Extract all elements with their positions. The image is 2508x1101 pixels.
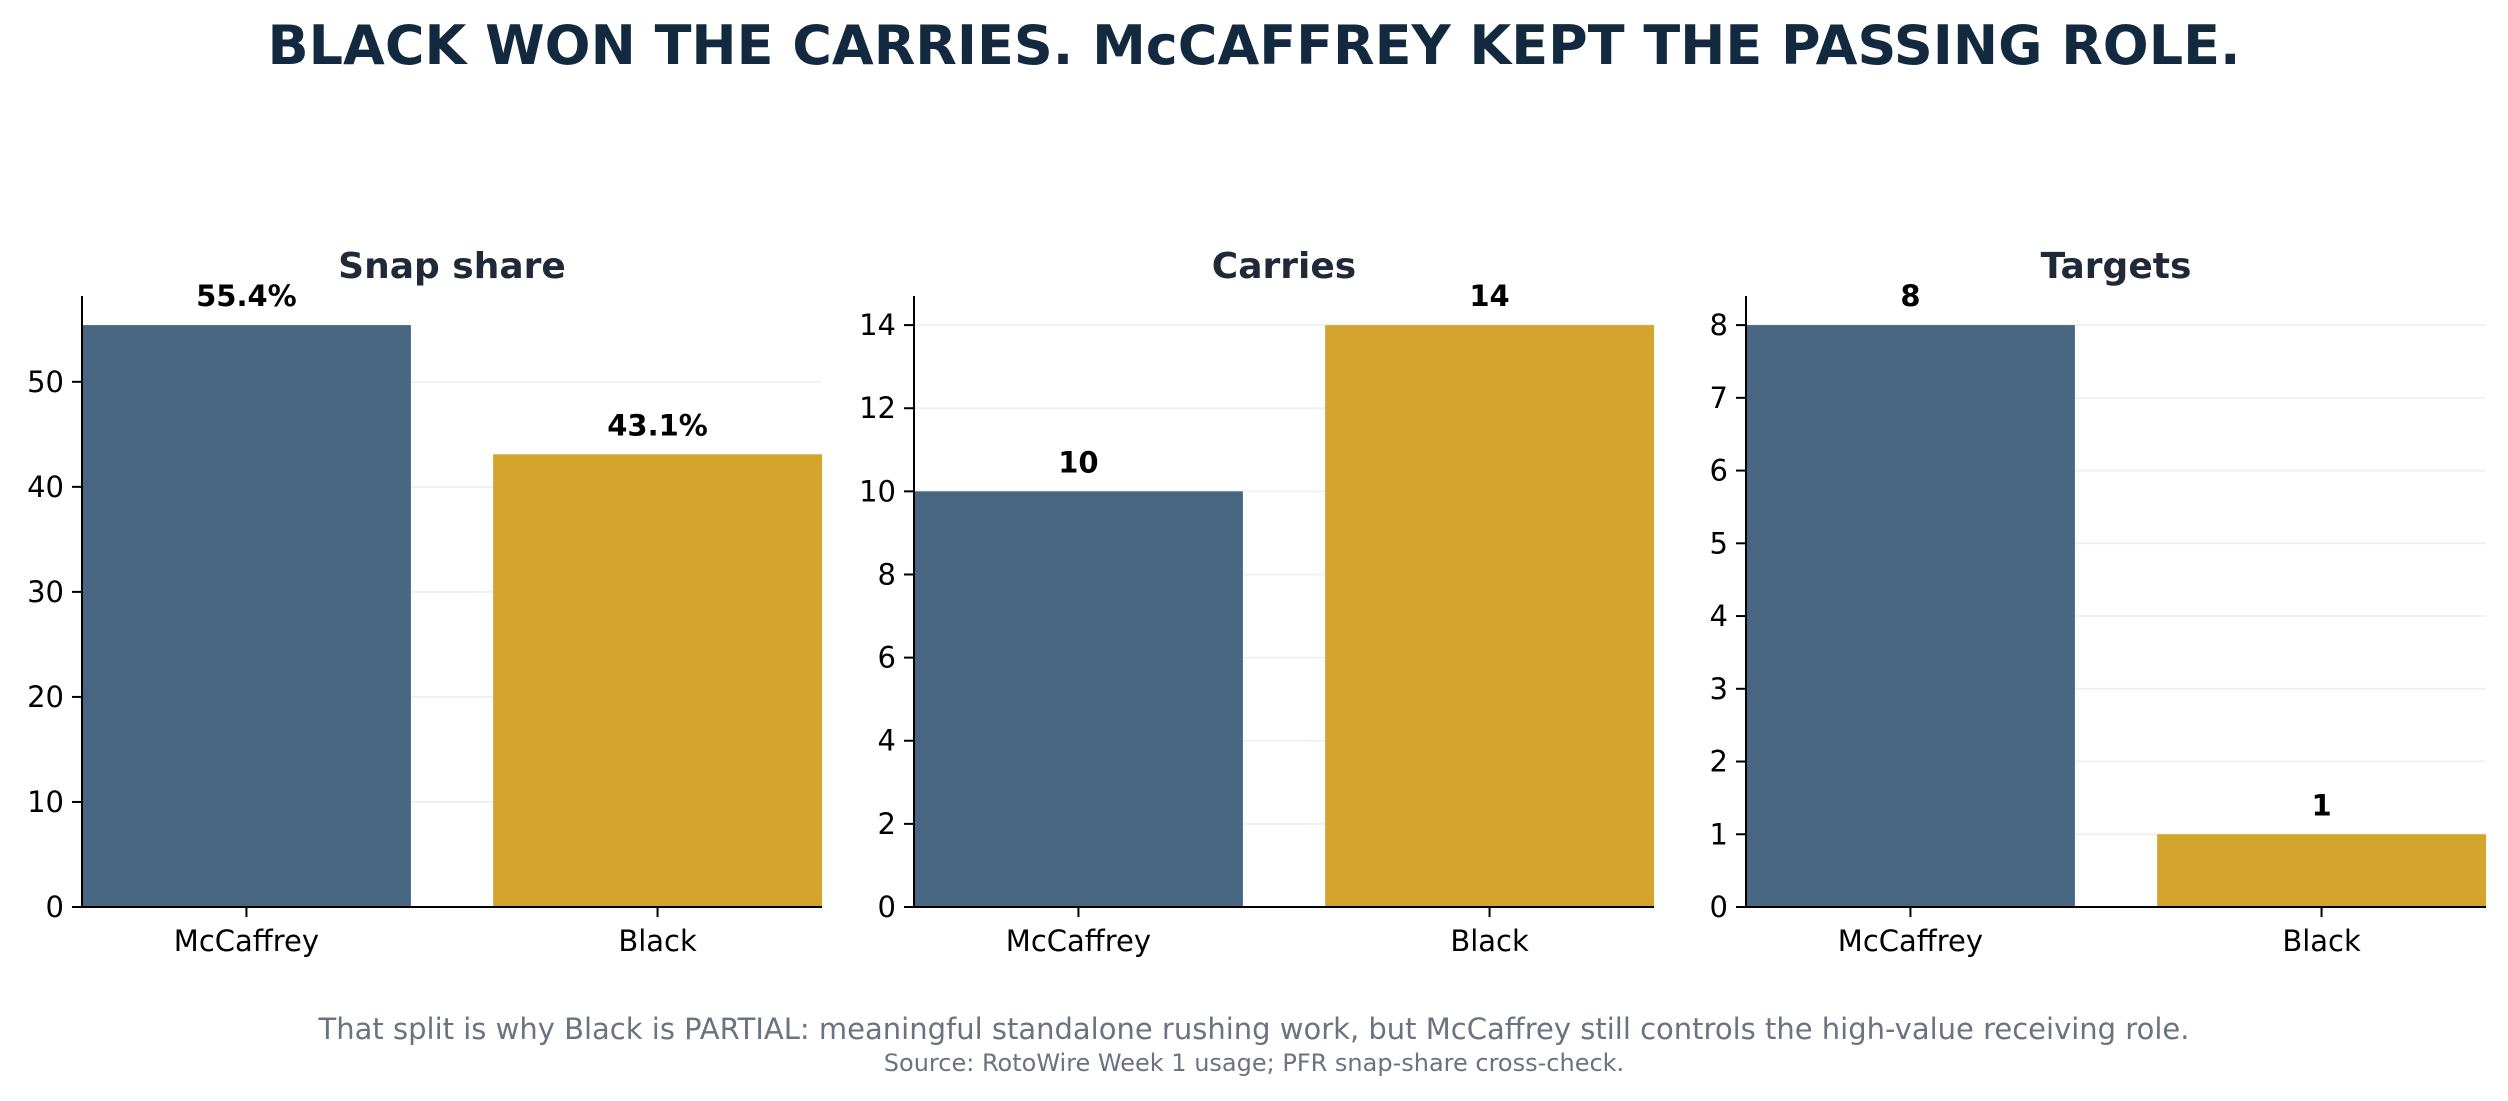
bar-black bbox=[1325, 325, 1654, 908]
y-tick-label: 0 bbox=[1710, 890, 1728, 924]
y-tick-label: 2 bbox=[1710, 745, 1728, 779]
data-label: 1 bbox=[2311, 788, 2331, 822]
y-tick-label: 6 bbox=[1710, 454, 1728, 488]
panel-title: Carries bbox=[1212, 246, 1356, 287]
data-label: 14 bbox=[1469, 279, 1509, 313]
data-label: 43.1% bbox=[607, 408, 708, 442]
y-tick-label: 1 bbox=[1710, 817, 1728, 851]
caption: That split is why Black is PARTIAL: mean… bbox=[318, 1012, 2190, 1046]
y-tick-label: 14 bbox=[859, 308, 896, 342]
x-tick-label: Black bbox=[2282, 924, 2361, 958]
y-tick-label: 30 bbox=[27, 575, 64, 609]
y-tick-label: 10 bbox=[859, 474, 896, 508]
y-tick-label: 50 bbox=[27, 365, 64, 399]
y-tick-label: 4 bbox=[878, 724, 896, 758]
x-tick-label: Black bbox=[1450, 924, 1529, 958]
y-tick-label: 7 bbox=[1710, 381, 1728, 415]
source-note: Source: RotoWire Week 1 usage; PFR snap-… bbox=[883, 1049, 1625, 1077]
panel-title: Snap share bbox=[338, 246, 566, 287]
chart-title: BLACK WON THE CARRIES. McCAFFREY KEPT TH… bbox=[267, 14, 2241, 77]
x-tick-label: McCaffrey bbox=[174, 924, 319, 958]
data-label: 8 bbox=[1900, 279, 1920, 313]
y-tick-label: 6 bbox=[878, 641, 896, 675]
bar-mccaffrey bbox=[1746, 325, 2075, 908]
y-tick-label: 3 bbox=[1710, 672, 1728, 706]
y-tick-label: 20 bbox=[27, 680, 64, 714]
bar-black bbox=[2157, 834, 2486, 907]
x-tick-label: Black bbox=[618, 924, 697, 958]
bar-black bbox=[493, 454, 822, 907]
y-tick-label: 0 bbox=[878, 890, 896, 924]
y-tick-label: 2 bbox=[878, 807, 896, 841]
x-tick-label: McCaffrey bbox=[1838, 924, 1983, 958]
bar-mccaffrey bbox=[914, 491, 1243, 907]
y-tick-label: 4 bbox=[1710, 599, 1728, 633]
bar-mccaffrey bbox=[82, 325, 411, 908]
y-tick-label: 5 bbox=[1710, 526, 1728, 560]
panel-title: Targets bbox=[2041, 246, 2192, 287]
x-tick-label: McCaffrey bbox=[1006, 924, 1151, 958]
y-tick-label: 10 bbox=[27, 785, 64, 819]
data-label: 10 bbox=[1058, 445, 1098, 479]
y-tick-label: 8 bbox=[1710, 308, 1728, 342]
y-tick-label: 12 bbox=[859, 391, 896, 425]
y-tick-label: 0 bbox=[46, 890, 64, 924]
data-label: 55.4% bbox=[196, 279, 297, 313]
y-tick-label: 8 bbox=[878, 557, 896, 591]
y-tick-label: 40 bbox=[27, 470, 64, 504]
